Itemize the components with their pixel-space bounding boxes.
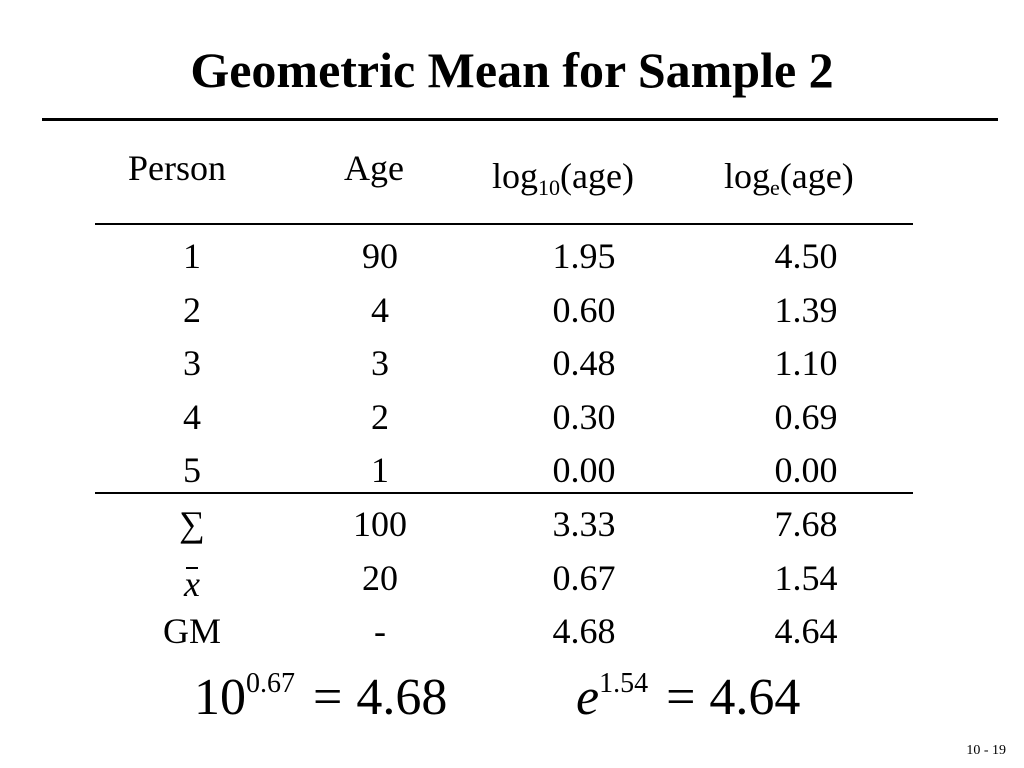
formula-base: 10 xyxy=(194,669,246,726)
cell-log10: 0.67 xyxy=(552,558,616,598)
header-loge-age: loge(age) xyxy=(724,156,854,199)
cell-person: 4 xyxy=(183,397,201,437)
cell-age: 90 xyxy=(362,236,398,276)
cell-log10: 0.48 xyxy=(552,343,616,383)
formula-base-e: e1.54 = 4.64 xyxy=(576,668,800,728)
cell-loge: 7.68 xyxy=(774,504,838,544)
cell-age: 4 xyxy=(371,290,389,330)
sum-symbol: ∑ xyxy=(179,504,205,544)
cell-age: 100 xyxy=(353,504,407,544)
gm-label: GM xyxy=(162,611,221,651)
slide-number: 10 - 19 xyxy=(966,743,1006,758)
cell-age: 3 xyxy=(371,343,389,383)
cell-age: 20 xyxy=(362,558,398,598)
header-loge-base: log xyxy=(724,156,771,196)
cell-loge: 1.39 xyxy=(774,290,838,330)
formula-exponent: 1.54 xyxy=(599,668,649,699)
header-log10-subscript: 10 xyxy=(538,175,561,200)
cell-log10: 0.60 xyxy=(552,290,616,330)
header-loge-tail: (age) xyxy=(779,156,854,196)
cell-loge: 0.69 xyxy=(774,397,838,437)
header-divider xyxy=(95,223,913,225)
cell-loge: 4.50 xyxy=(774,236,838,276)
cell-loge: 4.64 xyxy=(774,611,838,651)
cell-person: 3 xyxy=(183,343,201,383)
header-log10-base: log xyxy=(492,156,539,196)
header-log10-age: log10(age) xyxy=(492,156,634,199)
title-divider xyxy=(42,118,998,121)
formula-base10: 100.67 = 4.68 xyxy=(194,668,447,728)
cell-log10: 0.30 xyxy=(552,397,616,437)
formula-result: 4.68 xyxy=(356,669,448,726)
header-age: Age xyxy=(344,148,404,188)
cell-person: 1 xyxy=(183,236,201,276)
formula-operator: = xyxy=(666,669,696,726)
x-bar-symbol: x xyxy=(184,564,200,604)
cell-loge: 0.00 xyxy=(774,450,838,490)
cell-person: 5 xyxy=(183,450,201,490)
formula-exponent: 0.67 xyxy=(246,668,295,699)
header-log10-tail: (age) xyxy=(560,156,634,196)
formula-base: e xyxy=(576,669,600,726)
header-loge-subscript: e xyxy=(770,175,780,200)
cell-log10: 4.68 xyxy=(552,611,616,651)
formula-result: 4.64 xyxy=(709,669,801,726)
mean-symbol: x xyxy=(132,564,252,604)
cell-log10: 0.00 xyxy=(552,450,616,490)
cell-age: - xyxy=(374,611,386,651)
cell-person: 2 xyxy=(183,290,201,330)
cell-age: 1 xyxy=(371,450,389,490)
cell-loge: 1.54 xyxy=(774,558,838,598)
cell-loge: 1.10 xyxy=(774,343,838,383)
cell-log10: 3.33 xyxy=(552,504,616,544)
cell-age: 2 xyxy=(371,397,389,437)
summary-divider xyxy=(95,492,913,494)
cell-log10: 1.95 xyxy=(552,236,616,276)
formula-operator: = xyxy=(313,669,343,726)
slide-title: Geometric Mean for Sample 2 xyxy=(190,42,834,98)
header-person: Person xyxy=(128,148,226,188)
